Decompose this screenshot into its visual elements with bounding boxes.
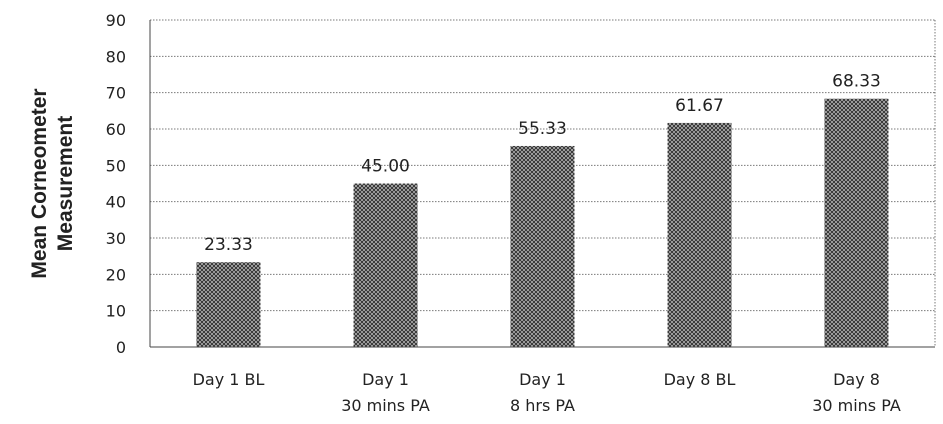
y-tick-label: 30 xyxy=(106,229,126,248)
axes xyxy=(149,20,935,348)
x-tick-label: Day 8 BL xyxy=(664,370,736,389)
x-tick-label-line: Day 1 xyxy=(519,370,566,389)
y-tick-label: 0 xyxy=(116,338,126,357)
bar xyxy=(824,98,889,347)
x-tick-label: Day 1 BL xyxy=(193,370,265,389)
x-tick-label-line: 30 mins PA xyxy=(341,396,430,415)
y-tick-label: 20 xyxy=(106,265,126,284)
y-axis-title-line: Measurement xyxy=(54,116,77,251)
x-tick-label-line: 30 mins PA xyxy=(812,396,901,415)
data-label: 45.00 xyxy=(361,157,410,177)
x-tick-label-line: Day 1 BL xyxy=(193,370,265,389)
data-label: 55.33 xyxy=(518,119,567,139)
y-tick-label: 90 xyxy=(106,11,126,30)
bar xyxy=(353,183,418,347)
bar xyxy=(196,262,261,347)
gridlines xyxy=(150,19,936,347)
bar xyxy=(510,145,575,347)
y-tick-label: 10 xyxy=(106,302,126,321)
y-tick-label: 40 xyxy=(106,193,126,212)
y-tick-label: 70 xyxy=(106,84,126,103)
data-labels: 23.33 45.00 55.33 61.67 68.33 xyxy=(204,72,881,255)
y-tick-label: 80 xyxy=(106,47,126,66)
y-tick-label: 50 xyxy=(106,156,126,175)
data-label: 68.33 xyxy=(832,72,881,92)
bars xyxy=(196,98,889,347)
x-tick-label: Day 1 8 hrs PA xyxy=(510,370,575,415)
y-axis-title: Mean Corneometer Measurement xyxy=(28,88,77,278)
x-tick-label-line: Day 8 BL xyxy=(664,370,736,389)
x-tick-label-line: Day 8 xyxy=(833,370,880,389)
x-tick-label-line: 8 hrs PA xyxy=(510,396,575,415)
data-label: 61.67 xyxy=(675,96,724,116)
y-axis-ticks: 0 10 20 30 40 50 60 70 80 90 xyxy=(106,11,126,357)
bar xyxy=(667,122,732,347)
data-label: 23.33 xyxy=(204,235,253,255)
y-axis-title-line: Mean Corneometer xyxy=(28,88,51,278)
x-tick-label: Day 1 30 mins PA xyxy=(341,370,430,415)
x-tick-label: Day 8 30 mins PA xyxy=(812,370,901,415)
y-tick-label: 60 xyxy=(106,120,126,139)
x-tick-label-line: Day 1 xyxy=(362,370,409,389)
